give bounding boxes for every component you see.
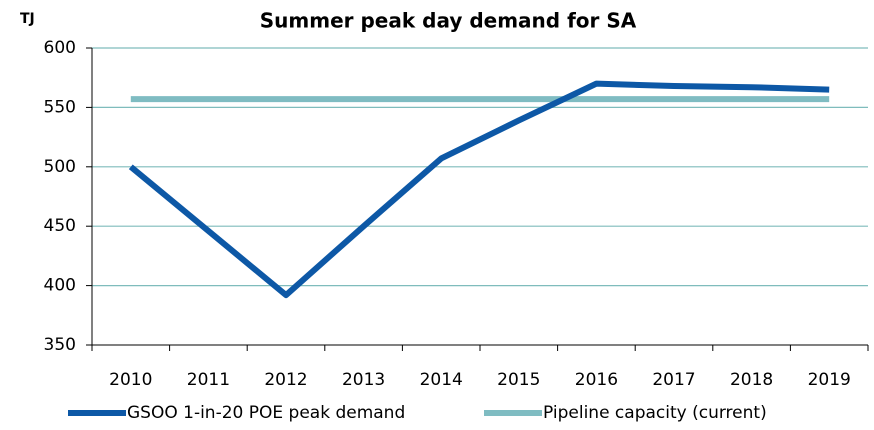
x-tick-label: 2019 <box>808 370 851 390</box>
x-tick-label: 2010 <box>109 370 152 390</box>
x-tick-label: 2018 <box>730 370 773 390</box>
y-tick-label: 350 <box>44 335 76 355</box>
legend-label: GSOO 1-in-20 POE peak demand <box>127 403 405 423</box>
series-line <box>128 80 830 299</box>
x-tick-label: 2016 <box>575 370 618 390</box>
x-tick-label: 2014 <box>420 370 463 390</box>
x-tick-label: 2015 <box>497 370 540 390</box>
y-tick-label: 400 <box>44 276 76 296</box>
legend-label: Pipeline capacity (current) <box>543 403 767 423</box>
y-tick-label: 600 <box>44 38 76 58</box>
x-tick-label: 2012 <box>264 370 307 390</box>
y-tick-label: 450 <box>44 216 76 236</box>
x-tick-label: 2017 <box>652 370 695 390</box>
y-axis-label: TJ <box>20 11 35 27</box>
x-tick-label: 2013 <box>342 370 385 390</box>
x-tick-label: 2011 <box>187 370 230 390</box>
chart-title: Summer peak day demand for SA <box>260 9 637 33</box>
y-tick-label: 500 <box>44 157 76 177</box>
y-tick-label: 550 <box>44 97 76 117</box>
